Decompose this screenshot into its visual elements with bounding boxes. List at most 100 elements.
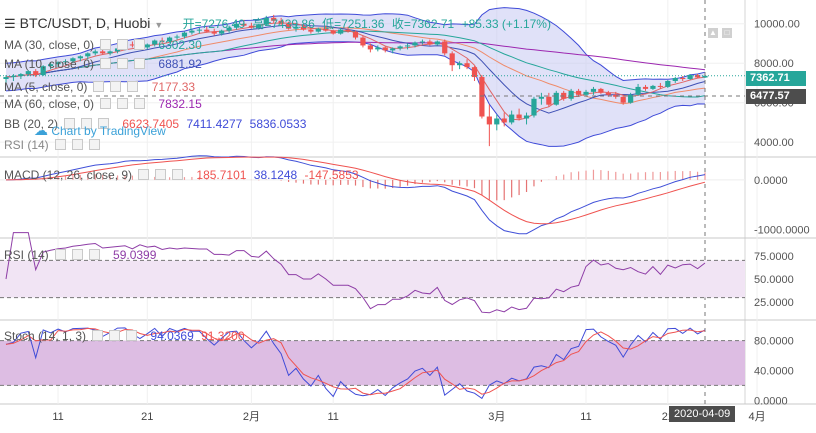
- macd-tick-label: 0.0000: [754, 175, 788, 187]
- macd-histogram-bar: [503, 179, 505, 201]
- close-icon[interactable]: [134, 58, 146, 69]
- settings-icon[interactable]: [117, 39, 129, 50]
- candle-down: [471, 67, 478, 78]
- candle-up: [702, 75, 708, 78]
- x-tick-label: 3月: [488, 411, 505, 423]
- legend-ma5[interactable]: MA (5, close, 0) 7177.33: [4, 80, 199, 94]
- candle-down: [546, 96, 552, 105]
- legend-macd[interactable]: MACD (12, 26, close, 9) 185.7101 38.1248…: [4, 168, 363, 182]
- candle-down: [694, 75, 701, 78]
- candle-down: [367, 45, 373, 50]
- candle-down: [657, 85, 663, 87]
- legend-stoch[interactable]: Stoch (14, 1, 3) 94.0369 91.3200: [4, 329, 249, 343]
- settings-icon[interactable]: [71, 249, 83, 260]
- legend-ma30[interactable]: MA (30, close, 0) 6302.30: [4, 38, 206, 52]
- cloud-icon: ☁: [34, 122, 48, 138]
- macd-histogram-bar: [57, 176, 59, 180]
- macd-histogram-bar: [436, 179, 438, 182]
- close-icon[interactable]: [98, 118, 110, 129]
- eye-icon[interactable]: [100, 58, 112, 69]
- eye-icon[interactable]: [64, 118, 76, 129]
- macd-histogram-bar: [488, 179, 490, 200]
- legend-ma10[interactable]: MA (10, close, 0) 6881.92: [4, 57, 206, 71]
- pane-up-icon[interactable]: ▲: [708, 28, 718, 38]
- legend-rsi-collapsed[interactable]: RSI (14): [4, 138, 104, 152]
- change-value: +85.33 (+1.17%): [461, 17, 551, 31]
- close-icon[interactable]: [126, 330, 138, 341]
- eye-icon[interactable]: [54, 249, 66, 260]
- settings-icon[interactable]: [81, 118, 93, 129]
- dropdown-icon[interactable]: ▼: [154, 20, 164, 30]
- legend-ma60[interactable]: MA (60, close, 0) 7832.15: [4, 97, 206, 111]
- candle-down: [285, 23, 292, 29]
- macd-histogram-bar: [667, 171, 669, 180]
- macd-histogram-bar: [392, 179, 394, 189]
- macd-histogram-bar: [332, 179, 334, 186]
- macd-histogram-bar: [622, 173, 624, 180]
- candle-up: [538, 96, 545, 99]
- close-icon[interactable]: [127, 81, 139, 92]
- macd-histogram-bar: [317, 179, 319, 185]
- candle-down: [271, 17, 277, 21]
- close-icon[interactable]: [88, 139, 100, 150]
- macd-histogram-bar: [280, 179, 282, 181]
- macd-histogram-bar: [555, 176, 557, 180]
- candle-down: [300, 26, 307, 30]
- x-tick-label: 11: [580, 411, 591, 423]
- candle-down: [501, 118, 507, 123]
- macd-histogram-bar: [213, 178, 215, 180]
- rsi-label: RSI (14): [4, 248, 49, 262]
- macd-histogram-bar: [451, 179, 453, 185]
- candle-up: [583, 91, 589, 95]
- close-icon[interactable]: [172, 169, 184, 180]
- bb-label: BB (20, 2): [4, 117, 59, 131]
- x-tick-label: 11: [52, 411, 63, 423]
- candle-up: [531, 98, 537, 116]
- macd-histogram-bar: [600, 170, 602, 180]
- symbol-label[interactable]: BTC/USDT, D, Huobi: [19, 15, 151, 31]
- eye-icon[interactable]: [54, 139, 66, 150]
- legend-rsi[interactable]: RSI (14) 59.0399: [4, 248, 160, 262]
- macd-histogram-bar: [518, 179, 520, 196]
- price-tick-label: 8000.00: [754, 58, 794, 70]
- watermark-text: Chart by TradingView: [51, 124, 166, 138]
- close-icon[interactable]: [88, 249, 100, 260]
- macd-histogram-bar: [481, 179, 483, 196]
- macd-histogram-bar: [325, 179, 327, 185]
- eye-icon[interactable]: [100, 39, 112, 50]
- candle-down: [211, 31, 217, 34]
- candle-down: [360, 37, 366, 46]
- close-icon[interactable]: [134, 98, 146, 109]
- pane-maximize-icon[interactable]: □: [722, 28, 732, 38]
- eye-icon[interactable]: [138, 169, 150, 180]
- candle-down: [427, 41, 433, 45]
- settings-icon[interactable]: [109, 330, 121, 341]
- macd-tick-label: -1000.0000: [754, 225, 810, 237]
- settings-icon[interactable]: [71, 139, 83, 150]
- eye-icon[interactable]: [93, 81, 105, 92]
- settings-icon[interactable]: [117, 98, 129, 109]
- settings-icon[interactable]: [117, 58, 129, 69]
- macd-histogram-bar: [295, 179, 297, 183]
- eye-icon[interactable]: [100, 98, 112, 109]
- legend-bb[interactable]: BB (20, 2) 6623.7405 7411.4277 5836.0533: [4, 117, 310, 131]
- x-tick-label: 11: [327, 411, 338, 423]
- candle-up: [412, 42, 418, 46]
- candle-up: [107, 51, 113, 54]
- macd-histogram-bar: [87, 174, 89, 180]
- menu-icon[interactable]: ☰: [4, 16, 16, 31]
- close-icon[interactable]: [134, 39, 146, 50]
- candle-down: [575, 90, 582, 95]
- macd-histogram-bar: [637, 172, 639, 180]
- settings-icon[interactable]: [155, 169, 167, 180]
- macd-value-3: -147.5853: [304, 168, 359, 182]
- candle-up: [263, 17, 269, 25]
- stoch-label: Stoch (14, 1, 3): [4, 329, 87, 343]
- macd-histogram-bar: [183, 177, 186, 180]
- ma60-value: 7832.15: [158, 97, 202, 111]
- candle-up: [665, 80, 671, 87]
- eye-icon[interactable]: [92, 330, 104, 341]
- settings-icon[interactable]: [110, 81, 122, 92]
- macd-histogram-bar: [221, 179, 223, 180]
- bb-value-3: 5836.0533: [249, 117, 307, 131]
